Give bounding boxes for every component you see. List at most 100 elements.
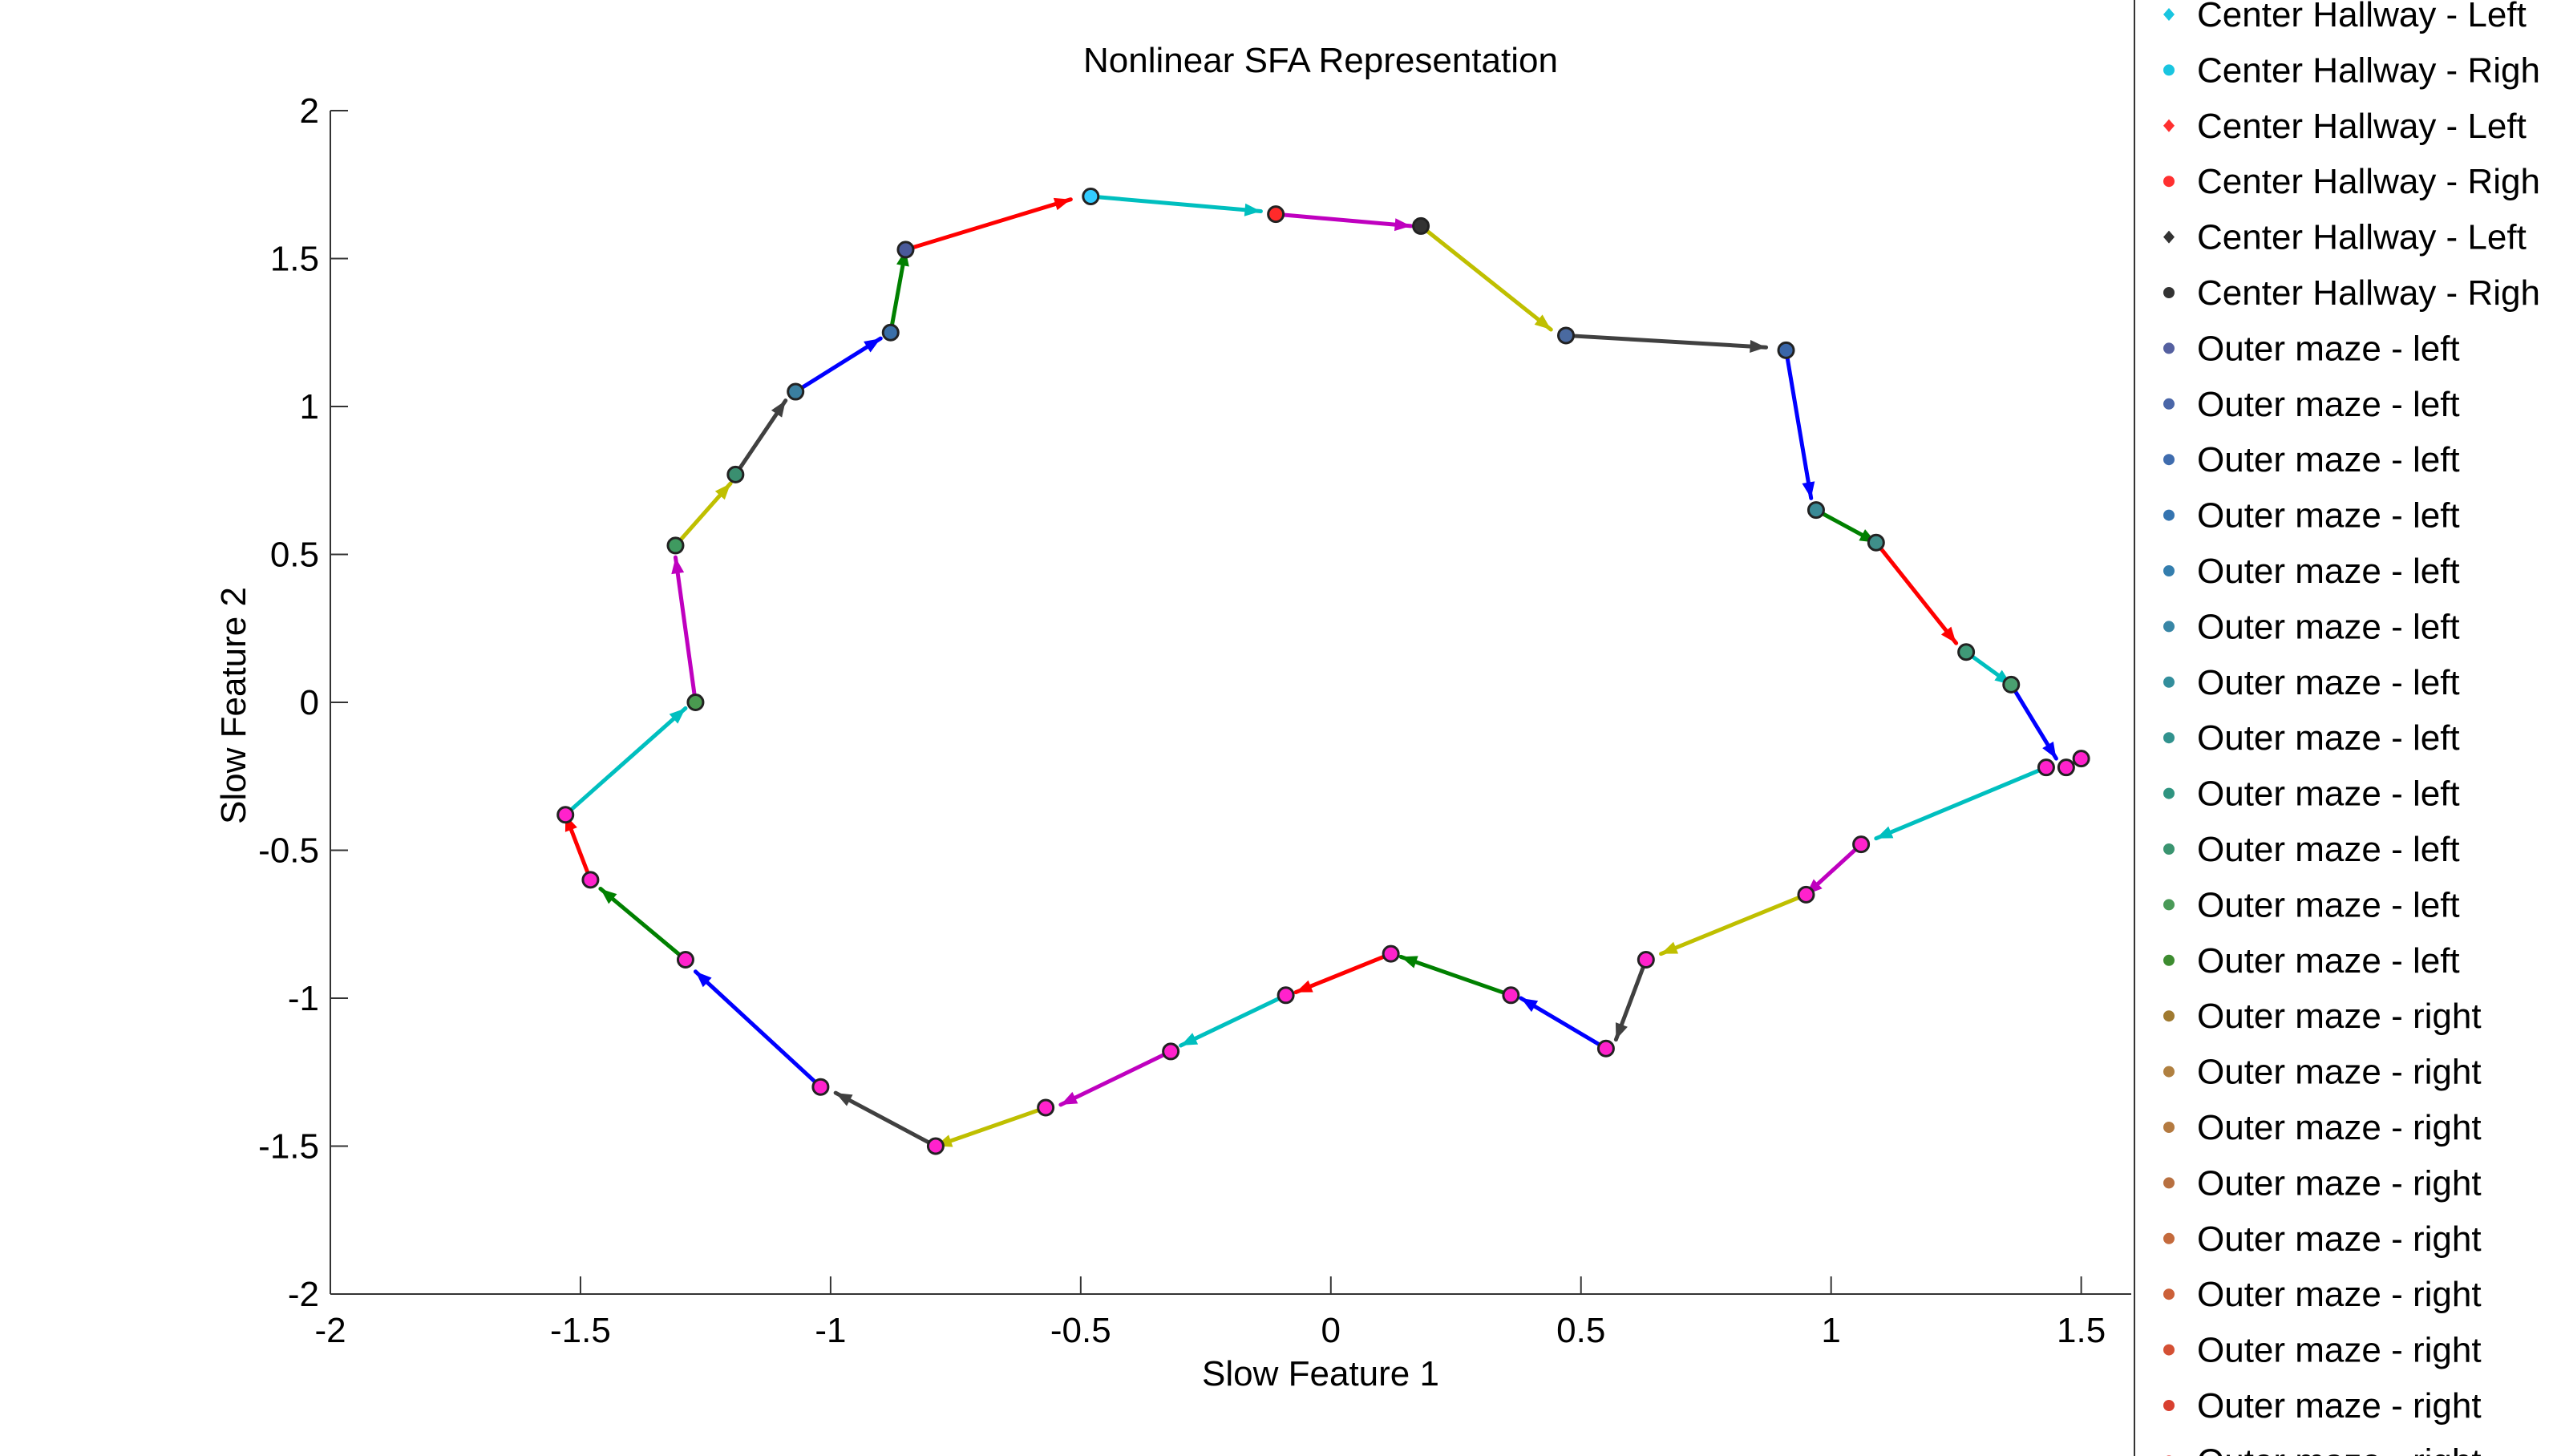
data-point [1637,951,1655,969]
arrowhead [1802,481,1815,499]
data-point [1557,326,1576,345]
trajectory-segment [1564,333,1769,350]
data-point [1037,1098,1055,1117]
trajectory-segment [1293,952,1394,995]
legend-entry-label: Outer maze - right [2197,1275,2482,1314]
x-tick-label: -1 [815,1311,846,1350]
data-point [1502,986,1520,1005]
data-point [1267,205,1285,224]
arrowhead [864,338,881,353]
legend-marker [2163,899,2175,911]
y-tick-label: 1.5 [270,240,319,279]
legend-marker [2163,787,2175,799]
trajectory-segments [563,194,2058,1148]
legend-entry-label: Outer maze - right [2197,1386,2482,1426]
data-point [1276,986,1295,1005]
legend-entry-label: Outer maze - right [2197,1219,2482,1259]
trajectory-segment [1179,993,1289,1048]
legend-marker [2163,1344,2175,1356]
legend-marker [2163,230,2175,244]
trajectory-points [556,188,2090,1155]
data-point [926,1137,945,1155]
arrowhead [1244,203,1261,216]
y-tick-label: -2 [288,1275,319,1314]
trajectory-segment [1273,212,1414,229]
arrowhead [1534,314,1552,330]
legend-entry-label: Center Hallway - Righ [2197,162,2540,201]
legend-entry-label: Outer maze - left [2197,385,2460,424]
trajectory-segment [673,555,698,705]
legend-entry-label: Center Hallway - Left [2197,107,2527,146]
legend-entry-label: Outer maze - right [2197,1442,2482,1456]
legend-marker [2163,676,2175,688]
trajectory-segment [563,706,688,817]
legend-marker [2163,176,2175,188]
data-point [896,241,915,259]
trajectory-segment [693,969,823,1090]
legend-entry-label: Outer maze - right [2197,997,2482,1036]
arrowhead [1615,1022,1628,1040]
legend-marker [2163,398,2175,410]
legend-entry-label: Center Hallway - Righ [2197,51,2540,90]
legend-entry-label: Outer maze - left [2197,775,2460,814]
axes: -2 -1.5 -1 -0.5 0 0.5 1 1.5 -2 -1.5 -1 -0.5 0 0.5 1 1.5… [258,91,2131,1350]
legend-entry-label: Outer maze - left [2197,663,2460,702]
arrowhead [1060,1091,1078,1105]
trajectory-segment [1874,540,1959,645]
x-tick-label: 1 [1821,1311,1840,1350]
trajectory-segment [598,886,688,962]
arrowhead [1661,941,1679,954]
legend-marker [2163,119,2175,132]
data-point [1852,835,1871,854]
arrowhead [2042,741,2057,759]
legend-entry-label: Outer maze - left [2197,496,2460,536]
data-point [556,806,575,824]
legend-marker [2163,1288,2175,1300]
legend-marker [2163,64,2175,76]
trajectory-segment [903,197,1073,252]
trajectory-segment [1784,348,1814,500]
data-point [676,951,694,969]
legend-entry-label: Outer maze - left [2197,718,2460,758]
y-tick-label: -1.5 [258,1127,319,1167]
legend-entry-label: Outer maze - left [2197,440,2460,479]
legend-marker [2163,509,2175,521]
legend-entry-label: Outer maze - left [2197,885,2460,924]
x-tick-label: 0 [1321,1311,1341,1350]
data-point [1382,944,1400,963]
data-point [686,694,705,711]
trajectory-segment [1874,765,2049,841]
x-tick-label: -0.5 [1050,1311,1111,1350]
legend: Center Hallway - Left Center Hallway - Ri… [2134,0,2540,1456]
trajectory-segment [833,1090,938,1148]
arrowhead [1401,956,1418,969]
legend-entry-label: Center Hallway - Righ [2197,273,2540,313]
y-tick-label: 0 [300,683,319,722]
legend-marker [2163,732,2175,744]
legend-entry-label: Center Hallway - Left [2197,218,2527,257]
legend-marker [2163,1122,2175,1133]
arrowhead [1750,340,1766,354]
data-point [1867,533,1885,552]
legend-marker [2163,843,2175,855]
x-tick-label: -2 [314,1311,346,1350]
data-point [2072,750,2090,768]
x-axis-label: Slow Feature 1 [1202,1354,1439,1393]
data-point [1162,1042,1180,1061]
legend-entry-label: Center Hallway - Left [2197,0,2527,34]
data-point [2057,758,2075,777]
trajectory-segment [1659,892,1808,957]
legend-marker [2163,287,2175,298]
arrowhead [669,708,686,724]
legend-marker [2163,1232,2175,1244]
legend-marker [2163,342,2175,354]
arrowhead [600,888,617,904]
arrowhead [835,1093,853,1106]
arrowhead [1296,980,1313,993]
data-point [881,323,900,342]
legend-entry-label: Outer maze - right [2197,1163,2482,1203]
legend-marker [2163,1400,2175,1411]
trajectory-segment [1088,194,1263,213]
